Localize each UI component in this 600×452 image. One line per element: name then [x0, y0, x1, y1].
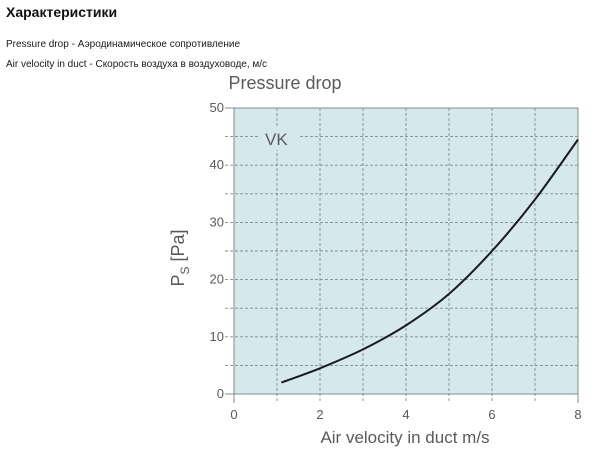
x-tick-label: 8 — [574, 407, 581, 422]
y-axis-label-subscript: S — [178, 267, 192, 275]
grid — [225, 107, 579, 403]
y-axis-label-unit: [Pa] — [168, 229, 188, 261]
y-tick-label: 40 — [210, 157, 224, 172]
annotation-background — [258, 126, 298, 150]
tick-labels: 0 2 4 6 8 0 10 20 30 40 50 — [210, 100, 582, 422]
y-tick-label: 20 — [210, 272, 224, 287]
y-axis-label: PS [Pa] — [168, 229, 192, 286]
chart-title: Pressure drop — [228, 73, 341, 93]
x-axis-label: Air velocity in duct m/s — [320, 428, 489, 447]
x-tick-label: 6 — [488, 407, 495, 422]
legend-pressure-drop: Pressure drop - Аэродинамическое сопроти… — [6, 39, 241, 50]
x-tick-label: 4 — [402, 407, 409, 422]
y-axis-label-main: P — [168, 275, 188, 287]
page-heading: Характеристики — [6, 4, 118, 20]
y-tick-label: 30 — [210, 214, 224, 229]
y-tick-label: 0 — [217, 386, 224, 401]
pressure-drop-curve — [280, 138, 579, 384]
chart-annotation-vk: VK — [265, 130, 288, 149]
x-tick-label: 2 — [316, 407, 323, 422]
y-tick-label: 50 — [210, 100, 224, 115]
y-tick-label: 10 — [210, 329, 224, 344]
x-tick-label: 0 — [230, 407, 237, 422]
legend-air-velocity: Air velocity in duct - Скорость воздуха … — [6, 59, 268, 70]
